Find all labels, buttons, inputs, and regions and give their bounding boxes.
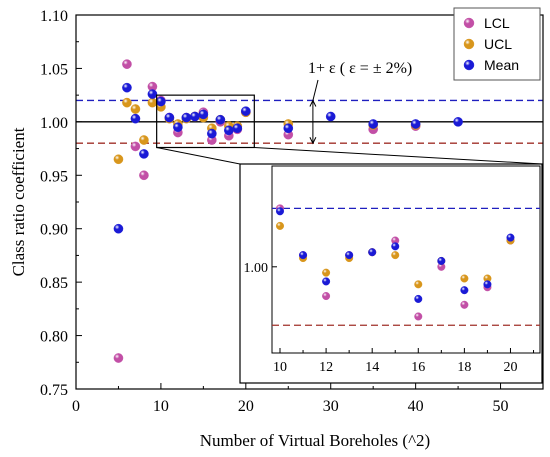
x-tick-label: 0	[72, 398, 80, 415]
point-mean	[181, 112, 192, 123]
inset-point-ucl	[460, 274, 469, 283]
point-mean	[283, 123, 294, 134]
inset-point-mean	[460, 286, 469, 295]
y-tick-label: 1.05	[40, 61, 68, 78]
zoom-source-box	[156, 94, 255, 149]
legend-marker-lcl	[463, 17, 475, 29]
legend-marker-ucl	[463, 38, 475, 50]
point-mean	[453, 117, 463, 127]
point-ucl	[122, 97, 132, 108]
y-tick-label: 0.85	[40, 275, 68, 292]
inset-x-tick-label: 18	[457, 360, 471, 375]
point-ucl	[147, 97, 158, 108]
point-ucl	[139, 135, 149, 145]
point-mean	[190, 111, 200, 122]
y-tick-label: 1.10	[40, 8, 68, 25]
y-tick-label: 0.80	[40, 329, 68, 346]
point-mean	[198, 109, 209, 120]
point-lcl	[122, 59, 132, 69]
point-mean	[113, 223, 124, 234]
inset-point-mean	[345, 251, 354, 260]
point-mean	[139, 149, 149, 159]
point-mean	[368, 119, 378, 129]
point-mean	[215, 114, 226, 125]
inset-point-mean	[391, 242, 400, 251]
point-mean	[164, 112, 175, 123]
point-lcl	[139, 170, 149, 181]
inset-point-ucl	[322, 268, 331, 277]
inset-point-mean	[437, 256, 446, 265]
x-tick-label: 50	[493, 398, 509, 415]
inset-point-mean	[322, 277, 331, 286]
epsilon-annotation: 1+ ε ( ε = ± 2%)	[308, 60, 412, 77]
x-tick-label: 10	[153, 398, 169, 415]
x-tick-label: 40	[408, 398, 424, 415]
inset-frame	[271, 165, 541, 354]
inset-point-lcl	[322, 292, 331, 301]
point-mean	[122, 82, 132, 93]
y-tick-label: 1.00	[40, 115, 68, 132]
point-mean	[410, 119, 421, 129]
zoom-connector	[254, 147, 543, 165]
point-mean	[207, 128, 217, 139]
x-axis-title: Number of Virtual Boreholes (^2)	[200, 431, 430, 450]
inset-x-tick-label: 10	[273, 360, 287, 375]
point-mean	[241, 106, 251, 116]
inset-point-mean	[276, 207, 285, 216]
point-mean	[173, 122, 183, 132]
epsilon-leader	[312, 79, 319, 101]
legend-label-mean: Mean	[484, 57, 519, 73]
epsilon-arrowhead	[309, 137, 317, 145]
zoom-connector	[156, 147, 241, 165]
point-mean	[232, 123, 243, 134]
point-lcl	[113, 353, 124, 363]
point-mean	[156, 96, 166, 107]
x-tick-label: 30	[323, 398, 339, 415]
legend-label-ucl: UCL	[484, 36, 512, 52]
x-tick-label: 20	[238, 398, 254, 415]
inset-x-tick-label: 12	[319, 360, 333, 375]
point-ucl	[113, 154, 124, 165]
inset-point-ucl	[391, 251, 400, 260]
legend-label-lcl: LCL	[484, 15, 510, 31]
inset-point-ucl	[414, 280, 423, 289]
inset-x-tick-label: 14	[365, 360, 379, 375]
inset-y-tick-label: 1.00	[244, 261, 269, 276]
point-mean	[224, 125, 234, 136]
point-mean	[130, 113, 141, 124]
inset-point-mean	[414, 294, 423, 303]
inset-point-lcl	[460, 300, 469, 309]
inset-x-tick-label: 20	[503, 360, 517, 375]
legend-marker-mean	[463, 59, 475, 71]
y-axis-title: Class ratio coefficient	[9, 127, 28, 276]
inset-point-mean	[368, 248, 377, 257]
inset-x-tick-label: 16	[411, 360, 425, 375]
point-ucl	[130, 104, 141, 114]
point-mean	[325, 111, 336, 122]
inset-point-mean	[299, 251, 308, 260]
inset-point-mean	[483, 280, 492, 289]
epsilon-arrowhead	[309, 99, 317, 107]
y-tick-label: 0.90	[40, 222, 68, 239]
point-lcl	[130, 141, 141, 152]
inset-point-ucl	[276, 221, 285, 230]
inset-point-lcl	[414, 312, 423, 321]
y-tick-label: 0.75	[40, 382, 68, 399]
y-tick-label: 0.95	[40, 168, 68, 185]
point-mean	[147, 89, 158, 99]
inset-point-mean	[506, 233, 515, 242]
